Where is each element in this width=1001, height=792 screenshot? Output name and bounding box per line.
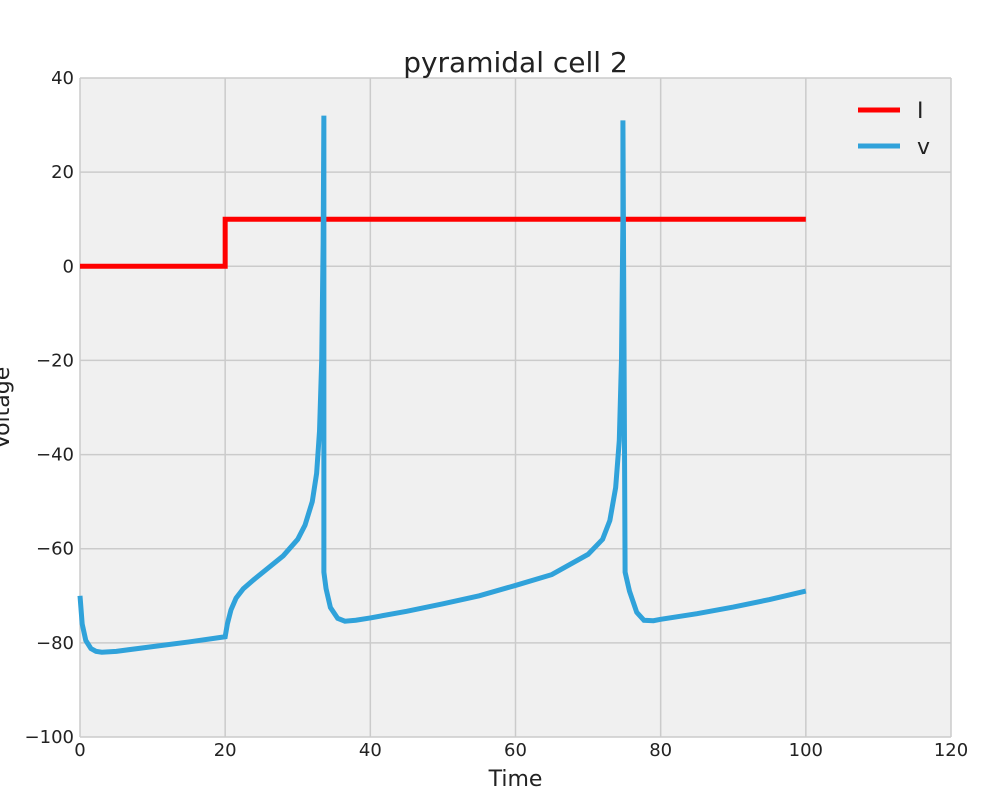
series-layer <box>77 115 807 655</box>
y-axis-label: Voltage <box>0 367 15 450</box>
x-tick-label: 100 <box>789 740 823 761</box>
x-axis-label: Time <box>488 767 543 792</box>
x-tick-label: 0 <box>74 740 85 761</box>
x-tick-label: 60 <box>504 740 527 761</box>
series-line-i <box>80 216 806 269</box>
x-tick-label: 120 <box>934 740 968 761</box>
y-tick-label: −40 <box>36 445 74 466</box>
y-tick-label: −80 <box>36 633 74 654</box>
y-tick-label: −100 <box>25 727 74 748</box>
x-tick-label: 80 <box>649 740 672 761</box>
x-tick-label: 40 <box>359 740 382 761</box>
y-gridlines <box>80 77 951 738</box>
legend-label-i: I <box>917 99 924 124</box>
y-tick-label: 40 <box>51 68 74 89</box>
y-tick-label: −60 <box>36 539 74 560</box>
y-tick-labels: −100 −80 −60 −40 −20 0 20 40 <box>25 68 74 748</box>
y-tick-label: 20 <box>51 162 74 183</box>
y-tick-label: 0 <box>63 256 74 277</box>
x-tick-labels: 0 20 40 60 80 100 120 <box>74 740 968 761</box>
y-tick-label: −20 <box>36 350 74 371</box>
x-tick-label: 20 <box>214 740 237 761</box>
legend-label-v: v <box>917 135 930 160</box>
series-line-v <box>77 115 807 655</box>
legend: Iv <box>858 99 930 160</box>
chart-title: pyramidal cell 2 <box>403 46 628 79</box>
x-gridlines <box>79 78 952 737</box>
